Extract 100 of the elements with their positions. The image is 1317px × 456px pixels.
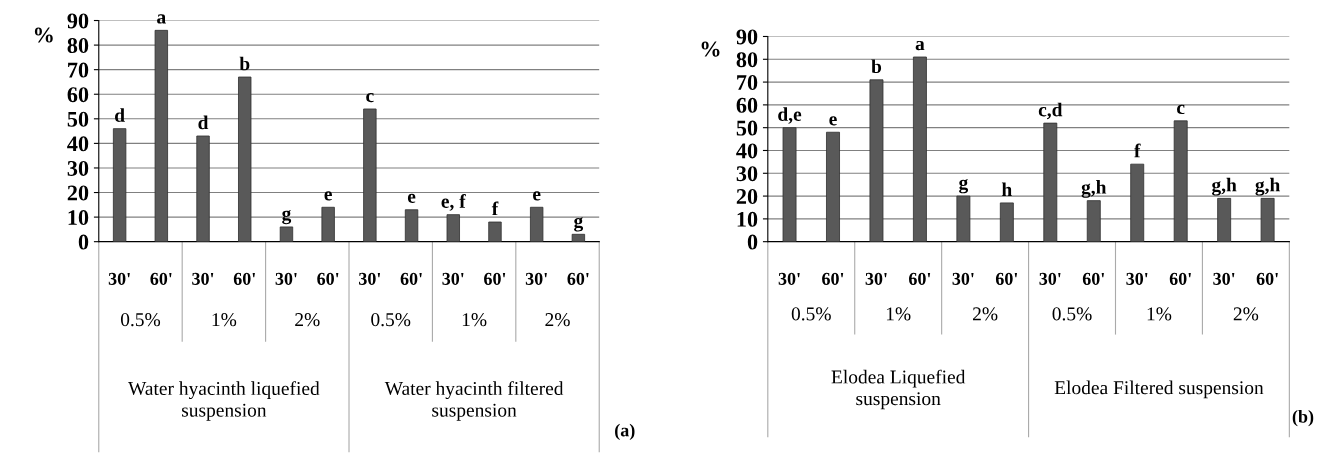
data-label: b (239, 56, 250, 71)
data-label: g,h (1081, 180, 1107, 198)
text: 2% (295, 313, 320, 327)
data-label: d (198, 115, 209, 130)
y-tick-label: 50 (67, 111, 89, 127)
x-tick-label: 60' (1256, 272, 1278, 285)
text: 0.5% (791, 307, 831, 321)
y-axis-title: % (701, 41, 720, 57)
x-tick-label: 30' (359, 272, 381, 285)
data-label: e (324, 191, 332, 201)
x-tick-label: 30' (275, 272, 297, 285)
text: Water hyacinth filtered suspension (384, 381, 564, 421)
y-tick-label: 40 (67, 136, 89, 152)
y-tick-label: 30 (736, 166, 758, 182)
y-tick-label: 70 (68, 62, 89, 78)
text: (b) (1292, 409, 1314, 427)
text: Elodea Filtered suspension (1054, 380, 1264, 399)
x-tick-label: 60' (822, 272, 844, 285)
text: Water hyacinth liquefied suspension (128, 381, 320, 421)
text: 2% (973, 307, 998, 321)
bar (1173, 120, 1188, 242)
y-tick-label: 10 (737, 211, 758, 227)
bar (488, 221, 502, 242)
bar (1086, 200, 1101, 242)
data-label: g (282, 209, 292, 225)
y-tick-label: 40 (736, 143, 758, 159)
data-label: d,e (778, 107, 802, 124)
x-tick-label: 30' (1039, 272, 1061, 285)
data-label: c (366, 92, 374, 103)
x-tick-label: 60' (400, 272, 422, 285)
y-tick-label: 70 (737, 75, 758, 91)
text: 2% (545, 313, 570, 327)
x-tick-label: 30' (865, 272, 887, 285)
y-tick-label: 90 (67, 13, 89, 29)
text: 1% (212, 313, 237, 327)
x-tick-label: 60' (1169, 272, 1191, 285)
bar (782, 127, 797, 242)
data-label: a (915, 40, 925, 51)
bar (196, 135, 210, 242)
bar (956, 195, 971, 242)
data-label: e, f (441, 194, 466, 211)
text: 1% (886, 307, 911, 321)
data-label: g (574, 217, 584, 232)
bar (999, 202, 1014, 242)
bar (363, 108, 377, 242)
data-label: g (959, 179, 969, 194)
x-tick-label: 60' (909, 272, 931, 285)
y-tick-label: 0 (747, 234, 758, 250)
x-tick-label: 30' (442, 272, 464, 285)
y-tick-label: 60 (736, 97, 758, 113)
x-tick-label: 60' (484, 272, 506, 285)
data-label: d (115, 108, 125, 122)
text: 0.5% (1052, 307, 1092, 321)
x-tick-label: 30' (525, 272, 547, 285)
data-label: e (407, 193, 416, 203)
bar (1130, 163, 1145, 242)
bar (238, 76, 252, 242)
bar (826, 131, 840, 242)
bar (912, 56, 927, 242)
data-label: f (491, 201, 499, 216)
text: 0.5% (371, 313, 411, 327)
bar (1260, 197, 1275, 242)
text: 1% (1147, 307, 1172, 321)
text: (a) (615, 423, 635, 441)
data-label: g,h (1255, 177, 1281, 196)
data-label: f (1134, 143, 1141, 158)
x-tick-label: 30' (108, 272, 130, 285)
data-label: a (157, 14, 166, 24)
x-tick-label: 30' (1126, 272, 1148, 285)
y-tick-label: 50 (736, 120, 758, 136)
bar (321, 206, 335, 242)
data-label: e (533, 191, 541, 201)
y-tick-label: 0 (78, 234, 89, 250)
x-tick-label: 60' (995, 272, 1018, 285)
text: 0.5% (120, 313, 161, 327)
x-tick-label: 30' (952, 272, 974, 285)
data-label: c,d (1038, 102, 1063, 120)
data-label: b (871, 59, 882, 74)
x-tick-label: 60' (1082, 272, 1104, 285)
bar (446, 214, 460, 242)
x-tick-label: 30' (1213, 272, 1235, 285)
bar (404, 209, 419, 242)
x-tick-label: 60' (233, 272, 255, 285)
text: Elodea Liquefied suspension (831, 369, 966, 410)
data-label: c (1177, 104, 1185, 115)
x-tick-label: 30' (192, 272, 214, 285)
bar (530, 206, 544, 242)
x-tick-label: 60' (317, 272, 339, 285)
text: 2% (1233, 307, 1259, 321)
bar (869, 79, 884, 242)
y-tick-label: 30 (67, 160, 89, 176)
bar (571, 233, 586, 242)
bar (279, 226, 294, 242)
bar (154, 29, 169, 242)
data-label: g,h (1211, 177, 1237, 196)
data-label: h (1001, 182, 1012, 196)
y-tick-label: 10 (68, 210, 89, 226)
text: 1% (462, 313, 487, 327)
y-axis-title: % (34, 27, 53, 43)
y-tick-label: 60 (67, 87, 89, 103)
